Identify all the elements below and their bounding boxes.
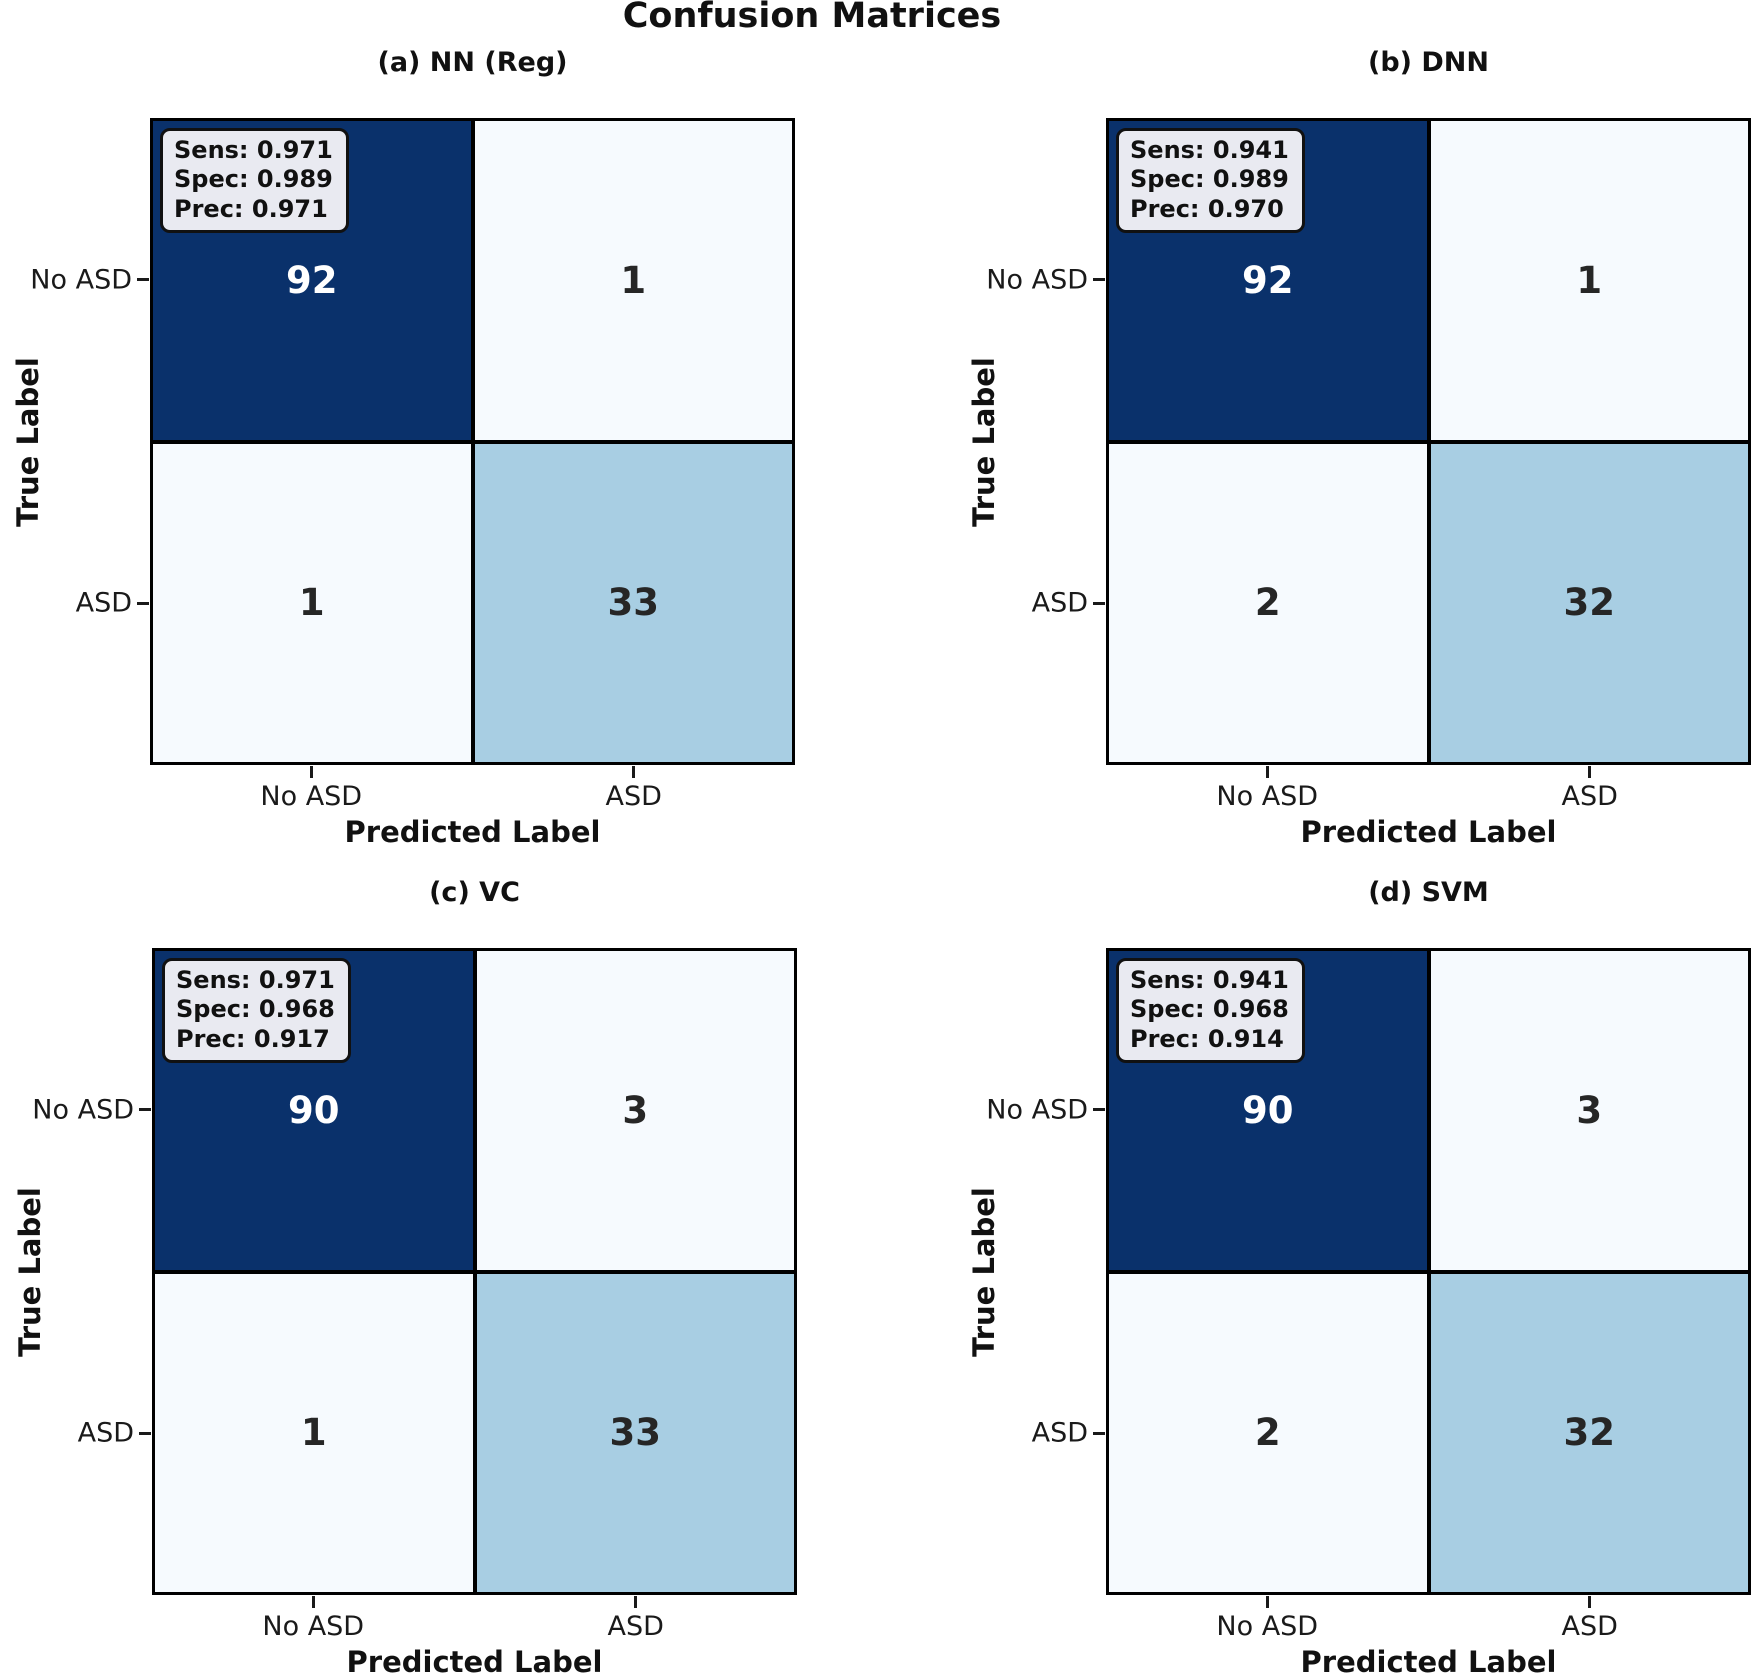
x-tick-label-no-asd: No ASD bbox=[1216, 781, 1319, 812]
stat-precision: Prec: 0.971 bbox=[174, 194, 328, 223]
x-tick-label-no-asd: No ASD bbox=[262, 1611, 365, 1642]
cell-fn: 2 bbox=[1109, 443, 1427, 762]
confusion-matrix-grid: 92 1 2 32 Sens: 0.941 Spec: 0.989 Prec: … bbox=[1106, 118, 1751, 765]
cell-fn: 1 bbox=[155, 1273, 473, 1592]
cell-value: 92 bbox=[1242, 258, 1294, 302]
y-tick-label-asd: ASD bbox=[75, 587, 132, 619]
panel-nn-reg: (a) NN (Reg) True Label No ASD ASD 92 1 … bbox=[11, 47, 795, 849]
y-tick-label-no-asd: No ASD bbox=[30, 264, 132, 296]
cell-tp: 32 bbox=[1430, 1273, 1748, 1592]
cell-value: 90 bbox=[1242, 1088, 1294, 1132]
x-tick-mark bbox=[1265, 766, 1269, 778]
cell-fp: 1 bbox=[474, 121, 792, 440]
panel-dnn: (b) DNN True Label No ASD ASD 92 1 2 32 … bbox=[967, 47, 1751, 849]
cell-fp: 1 bbox=[1430, 121, 1748, 440]
cell-value: 2 bbox=[1254, 1411, 1281, 1455]
metrics-box: Sens: 0.941 Spec: 0.968 Prec: 0.914 bbox=[1116, 958, 1305, 1063]
y-tick-label-asd: ASD bbox=[1031, 587, 1088, 619]
x-tick-mark bbox=[1588, 766, 1592, 778]
cell-value: 3 bbox=[1576, 1088, 1603, 1132]
x-tick-label-asd: ASD bbox=[607, 1611, 664, 1642]
panel-title: (b) DNN bbox=[1367, 47, 1489, 78]
cell-value: 32 bbox=[1563, 581, 1616, 625]
x-axis-label: Predicted Label bbox=[344, 815, 601, 849]
stat-precision: Prec: 0.914 bbox=[1130, 1024, 1284, 1053]
y-tick-mark bbox=[1093, 1108, 1105, 1112]
y-axis-label: True Label bbox=[11, 356, 45, 527]
figure-title: Confusion Matrices bbox=[622, 0, 1002, 36]
panel-title: (a) NN (Reg) bbox=[377, 47, 568, 78]
stat-sensitivity: Sens: 0.971 bbox=[176, 966, 335, 994]
cell-fn: 2 bbox=[1109, 1273, 1427, 1592]
cell-value: 1 bbox=[300, 1411, 327, 1455]
x-tick-label-no-asd: No ASD bbox=[260, 781, 363, 812]
y-tick-label-no-asd: No ASD bbox=[986, 1094, 1088, 1126]
metrics-box: Sens: 0.971 Spec: 0.968 Prec: 0.917 bbox=[162, 958, 351, 1063]
y-tick-mark bbox=[137, 278, 149, 282]
y-tick-label-no-asd: No ASD bbox=[986, 264, 1088, 296]
panel-title: (d) SVM bbox=[1368, 877, 1489, 908]
stat-sensitivity: Sens: 0.941 bbox=[1130, 966, 1289, 994]
x-axis-label: Predicted Label bbox=[346, 1645, 603, 1679]
confusion-matrix-grid: 92 1 1 33 Sens: 0.971 Spec: 0.989 Prec: … bbox=[150, 118, 795, 765]
stat-precision: Prec: 0.917 bbox=[176, 1024, 330, 1053]
x-tick-mark bbox=[311, 1596, 315, 1608]
cell-tp: 33 bbox=[476, 1273, 794, 1592]
x-tick-mark bbox=[309, 766, 313, 778]
cell-value: 1 bbox=[620, 258, 647, 302]
cell-value: 92 bbox=[286, 258, 338, 302]
cell-fn: 1 bbox=[153, 443, 471, 762]
y-tick-mark bbox=[1093, 1431, 1105, 1435]
cell-tp: 33 bbox=[474, 443, 792, 762]
y-tick-label-asd: ASD bbox=[1031, 1417, 1088, 1449]
panel-vc: (c) VC True Label No ASD ASD 90 3 1 33 S… bbox=[13, 877, 797, 1679]
stat-specificity: Spec: 0.968 bbox=[176, 995, 335, 1024]
cell-value: 33 bbox=[609, 1411, 662, 1455]
panel-svm: (d) SVM True Label No ASD ASD 90 3 2 32 … bbox=[967, 877, 1751, 1679]
y-tick-mark bbox=[1093, 601, 1105, 605]
stat-specificity: Spec: 0.968 bbox=[1130, 995, 1289, 1024]
cell-value: 2 bbox=[1254, 581, 1281, 625]
cell-fp: 3 bbox=[1430, 951, 1748, 1270]
metrics-box: Sens: 0.941 Spec: 0.989 Prec: 0.970 bbox=[1116, 128, 1305, 233]
x-tick-mark bbox=[1588, 1596, 1592, 1608]
y-axis-label: True Label bbox=[13, 1186, 47, 1357]
cell-value: 1 bbox=[298, 581, 325, 625]
y-axis-label: True Label bbox=[967, 1186, 1001, 1357]
x-tick-mark bbox=[634, 1596, 638, 1608]
x-tick-mark bbox=[632, 766, 636, 778]
cell-value: 1 bbox=[1576, 258, 1603, 302]
stat-sensitivity: Sens: 0.971 bbox=[174, 136, 333, 164]
x-tick-label-asd: ASD bbox=[605, 781, 662, 812]
confusion-matrix-grid: 90 3 1 33 Sens: 0.971 Spec: 0.968 Prec: … bbox=[152, 948, 797, 1595]
cell-tp: 32 bbox=[1430, 443, 1748, 762]
x-tick-label-asd: ASD bbox=[1561, 781, 1618, 812]
stat-specificity: Spec: 0.989 bbox=[174, 165, 333, 194]
stat-sensitivity: Sens: 0.941 bbox=[1130, 136, 1289, 164]
y-tick-mark bbox=[137, 601, 149, 605]
y-tick-label-no-asd: No ASD bbox=[32, 1094, 134, 1126]
stat-precision: Prec: 0.970 bbox=[1130, 194, 1284, 223]
x-tick-mark bbox=[1265, 1596, 1269, 1608]
cell-value: 3 bbox=[622, 1088, 649, 1132]
y-tick-label-asd: ASD bbox=[77, 1417, 134, 1449]
panel-title: (c) VC bbox=[429, 877, 520, 908]
stat-specificity: Spec: 0.989 bbox=[1130, 165, 1289, 194]
cell-value: 32 bbox=[1563, 1411, 1616, 1455]
x-axis-label: Predicted Label bbox=[1300, 815, 1557, 849]
y-tick-mark bbox=[1093, 278, 1105, 282]
cell-fp: 3 bbox=[476, 951, 794, 1270]
x-axis-label: Predicted Label bbox=[1300, 1645, 1557, 1679]
y-axis-label: True Label bbox=[967, 356, 1001, 527]
y-tick-mark bbox=[139, 1431, 151, 1435]
metrics-box: Sens: 0.971 Spec: 0.989 Prec: 0.971 bbox=[160, 128, 349, 233]
y-tick-mark bbox=[139, 1108, 151, 1112]
x-tick-label-asd: ASD bbox=[1561, 1611, 1618, 1642]
cell-value: 33 bbox=[607, 581, 660, 625]
confusion-matrix-grid: 90 3 2 32 Sens: 0.941 Spec: 0.968 Prec: … bbox=[1106, 948, 1751, 1595]
cell-value: 90 bbox=[288, 1088, 340, 1132]
x-tick-label-no-asd: No ASD bbox=[1216, 1611, 1319, 1642]
